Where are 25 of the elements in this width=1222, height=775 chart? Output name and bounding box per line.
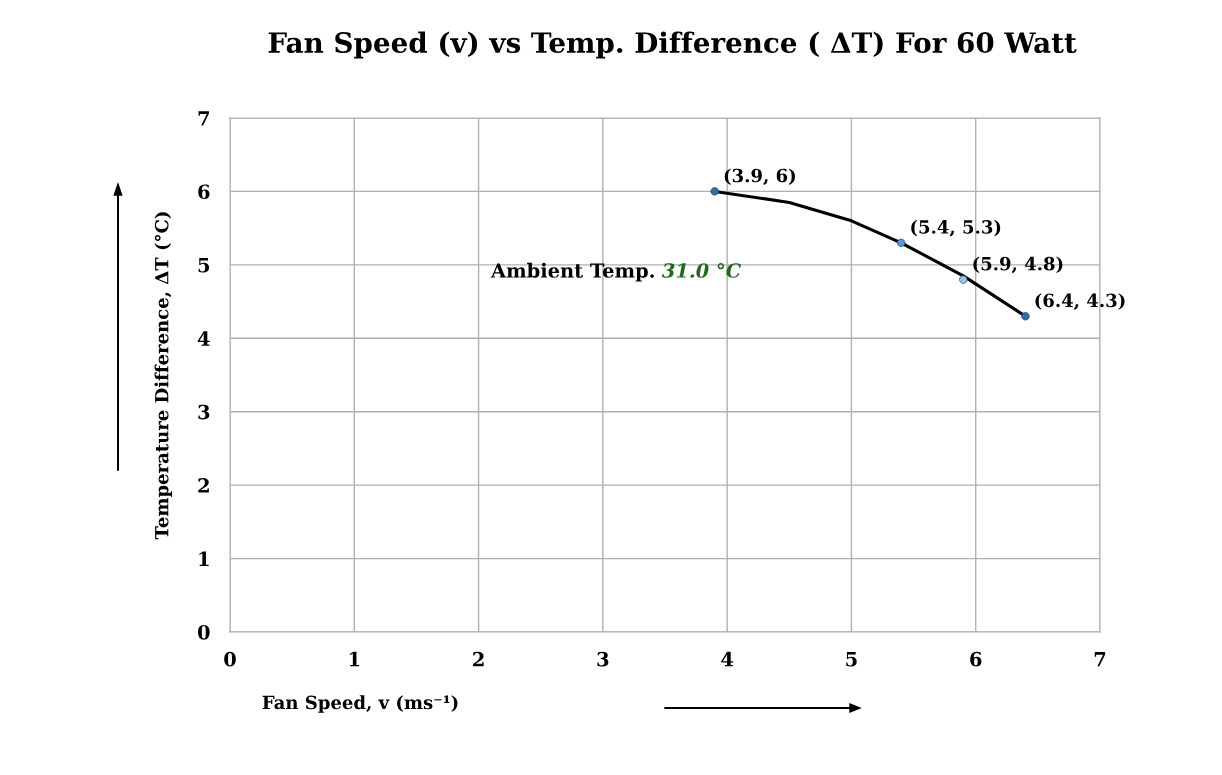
- y-tick-label: 7: [198, 111, 209, 126]
- y-tick-label: 3: [198, 404, 210, 420]
- y-tick-label: 4: [197, 331, 210, 346]
- data-label: (3.9, 6): [724, 168, 795, 186]
- x-tick-label: 4: [721, 651, 734, 667]
- data-label: (6.4, 4.3): [1035, 293, 1125, 310]
- x-tick-label: 7: [1094, 652, 1106, 667]
- data-label: (5.4, 5.3): [911, 219, 1001, 237]
- x-tick-label: 2: [473, 651, 484, 667]
- data-label: (5.9, 4.8): [973, 256, 1063, 274]
- x-tick-label: 1: [349, 651, 360, 667]
- x-tick-label: 3: [597, 651, 609, 667]
- x-tick-label: 5: [846, 652, 857, 667]
- y-axis-title: Temperature Difference, ΔT (°C): [154, 212, 173, 540]
- x-tick-label: 0: [224, 651, 236, 667]
- x-axis-title: Fan Speed, v (ms⁻¹): [262, 695, 458, 713]
- annotation: Ambient Temp.: [490, 262, 654, 282]
- y-tick-label: 2: [198, 478, 209, 493]
- annotation: 31.0 °C: [661, 263, 742, 278]
- y-tick-label: 6: [198, 184, 210, 200]
- chart-title: Fan Speed (v) vs Temp. Difference ( ΔT) For 60 Watt: [268, 31, 1077, 59]
- y-tick-label: 1: [199, 551, 209, 566]
- x-tick-label: 6: [970, 651, 982, 667]
- y-tick-label: 0: [197, 624, 210, 640]
- y-tick-label: 5: [198, 258, 210, 273]
